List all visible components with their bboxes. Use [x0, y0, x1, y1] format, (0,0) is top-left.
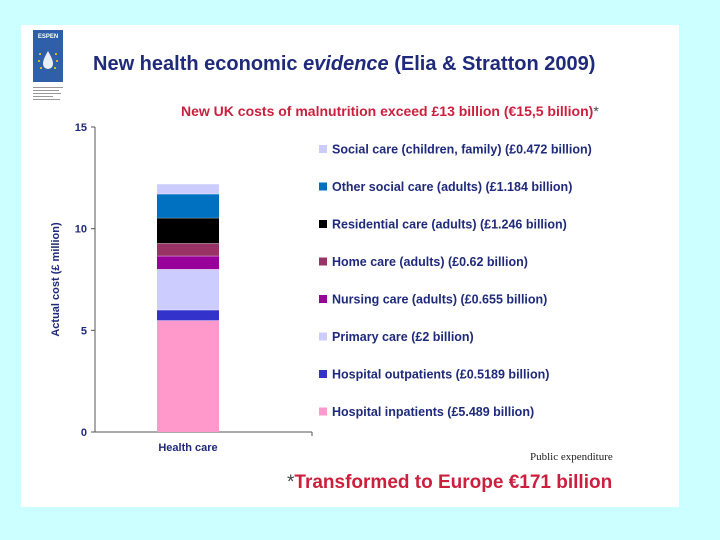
legend-label: Home care (adults) (£0.62 billion)	[332, 255, 528, 269]
y-axis-title: Actual cost (£ million)	[50, 222, 62, 337]
subtitle-text: New UK costs of malnutrition exceed £13 …	[181, 103, 594, 119]
legend-swatch	[319, 407, 327, 416]
title-evidence: evidence	[303, 53, 389, 75]
bar-segment	[157, 184, 219, 194]
logo-text: ESPEN	[37, 34, 59, 40]
legend-swatch	[319, 182, 327, 191]
x-tick-label: Health care	[158, 442, 217, 454]
title-part1: New health economic	[93, 53, 304, 75]
logo-caption	[33, 85, 67, 102]
slide-title: New health economic evidence (Elia & Str…	[93, 53, 595, 76]
bar-segment	[157, 243, 219, 256]
legend-swatch	[319, 220, 327, 228]
y-tick-label: 10	[75, 224, 87, 236]
droplet-stars-icon	[38, 51, 58, 69]
slide: ESPEN New health economic evidence (Elia…	[21, 25, 679, 507]
legend-label: Hospital outpatients (£0.5189 billion)	[332, 368, 549, 382]
subtitle-asterisk: *	[593, 103, 599, 119]
legend-label: Residential care (adults) (£1.246 billio…	[332, 218, 567, 232]
bar-segment	[157, 255, 219, 270]
legend-label: Nursing care (adults) (£0.655 billion)	[332, 293, 547, 307]
legend-swatch	[319, 332, 327, 341]
y-tick-label: 15	[75, 122, 87, 134]
chart-subtitle: New UK costs of malnutrition exceed £13 …	[181, 103, 599, 119]
bar-segment	[157, 320, 219, 432]
source-note: Public expenditure	[530, 451, 613, 463]
bar-segment	[157, 269, 219, 310]
legend-label: Hospital inpatients (£5.489 billion)	[332, 405, 534, 419]
legend-label: Social care (children, family) (£0.472 b…	[332, 143, 592, 157]
y-tick-label: 5	[81, 325, 87, 337]
y-tick-label: 0	[81, 427, 87, 439]
legend-swatch	[319, 295, 327, 303]
footnote-asterisk: *	[287, 472, 295, 493]
bar-segment	[157, 193, 219, 218]
espen-logo: ESPEN	[33, 30, 63, 82]
legend-label: Other social care (adults) (£1.184 billi…	[332, 180, 572, 194]
bar-segment	[157, 217, 219, 244]
bar-segment	[157, 309, 219, 321]
footnote-text: Transformed to Europe €171 billion	[294, 472, 613, 493]
stacked-bar-chart: 0 5 10 15 Health care Actual cost (£ million)…	[50, 122, 592, 454]
title-part3: (Elia & Stratton 2009)	[388, 53, 596, 75]
legend-swatch	[319, 257, 327, 266]
footnote: *Transformed to Europe €171 billion	[287, 472, 612, 494]
legend-swatch	[319, 370, 327, 378]
legend-swatch	[319, 145, 327, 153]
legend-label: Primary care (£2 billion)	[332, 330, 474, 344]
